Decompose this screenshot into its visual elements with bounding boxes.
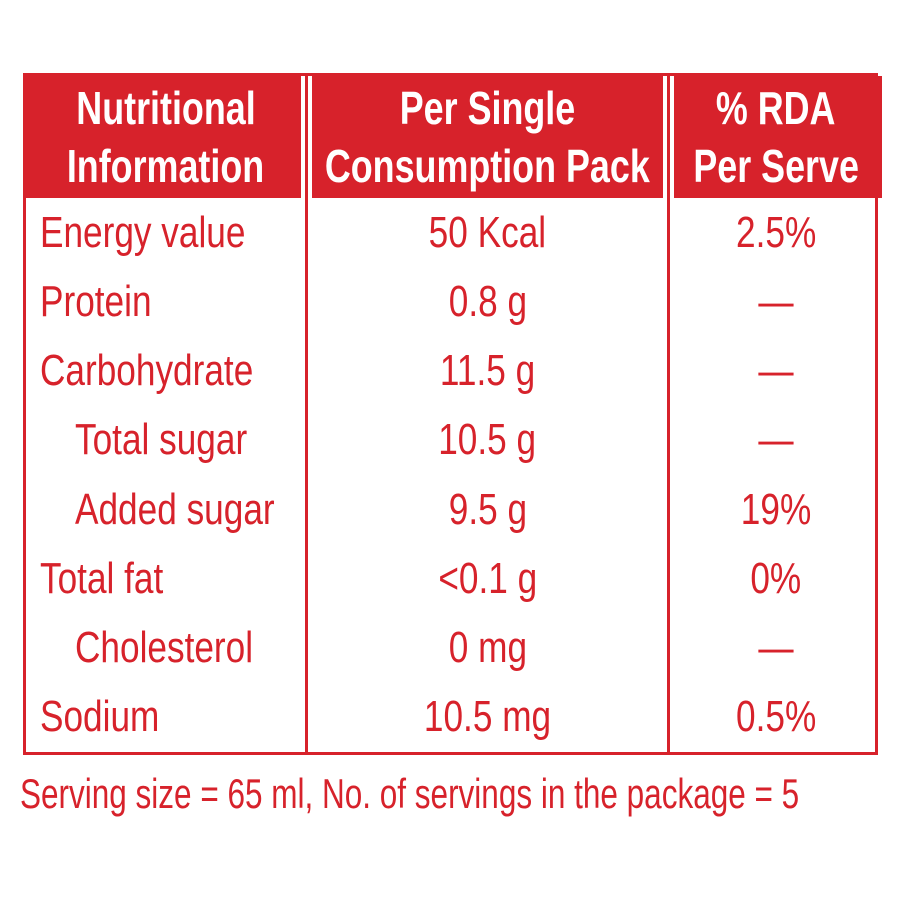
row-label-sodium: Sodium <box>40 692 160 742</box>
row-value-added-sugar: 9.5 g <box>305 475 667 545</box>
row-rda-protein: — <box>667 267 882 337</box>
row-label-added-sugar: Added sugar <box>75 484 275 534</box>
header-col2-line1: Per Single <box>399 82 576 134</box>
header-col1-line2: Information <box>66 140 265 192</box>
row-value-protein: 0.8 g <box>305 267 667 337</box>
row-value-total-fat: <0.1 g <box>305 544 667 614</box>
row-rda-carbohydrate: — <box>667 336 882 406</box>
serving-info: Serving size = 65 ml, No. of servings in… <box>20 770 800 817</box>
row-value-carbohydrate: 11.5 g <box>305 336 667 406</box>
header-col3-line2: Per Serve <box>693 140 859 192</box>
row-label-energy-value: Energy value <box>40 207 246 257</box>
row-rda-added-sugar: 19% <box>667 475 882 545</box>
row-value-energy-value: 50 Kcal <box>305 198 667 268</box>
header-col1-line1: Nutritional <box>75 82 256 134</box>
row-rda-total-sugar: — <box>667 405 882 475</box>
header-rda-per-serve: % RDA Per Serve <box>667 76 883 198</box>
row-rda-total-fat: 0% <box>667 544 882 614</box>
header-per-single-consumption-pack: Per Single Consumption Pack <box>305 76 667 198</box>
row-rda-sodium: 0.5% <box>667 682 882 752</box>
row-label-carbohydrate: Carbohydrate <box>40 346 254 396</box>
row-value-cholesterol: 0 mg <box>305 613 667 683</box>
row-label-total-sugar: Total sugar <box>75 415 248 465</box>
row-rda-cholesterol: — <box>667 613 882 683</box>
header-col2-line2: Consumption Pack <box>325 140 650 192</box>
row-value-sodium: 10.5 mg <box>305 682 667 752</box>
row-value-total-sugar: 10.5 g <box>305 405 667 475</box>
row-label-total-fat: Total fat <box>40 553 164 603</box>
header-col3-line1: % RDA <box>716 82 836 134</box>
row-label-cholesterol: Cholesterol <box>75 623 254 673</box>
row-label-protein: Protein <box>40 276 152 326</box>
row-rda-energy-value: 2.5% <box>667 198 882 268</box>
header-nutritional-information: Nutritional Information <box>26 76 305 198</box>
nutrition-table: Nutritional Information Per Single Consu… <box>23 73 883 755</box>
